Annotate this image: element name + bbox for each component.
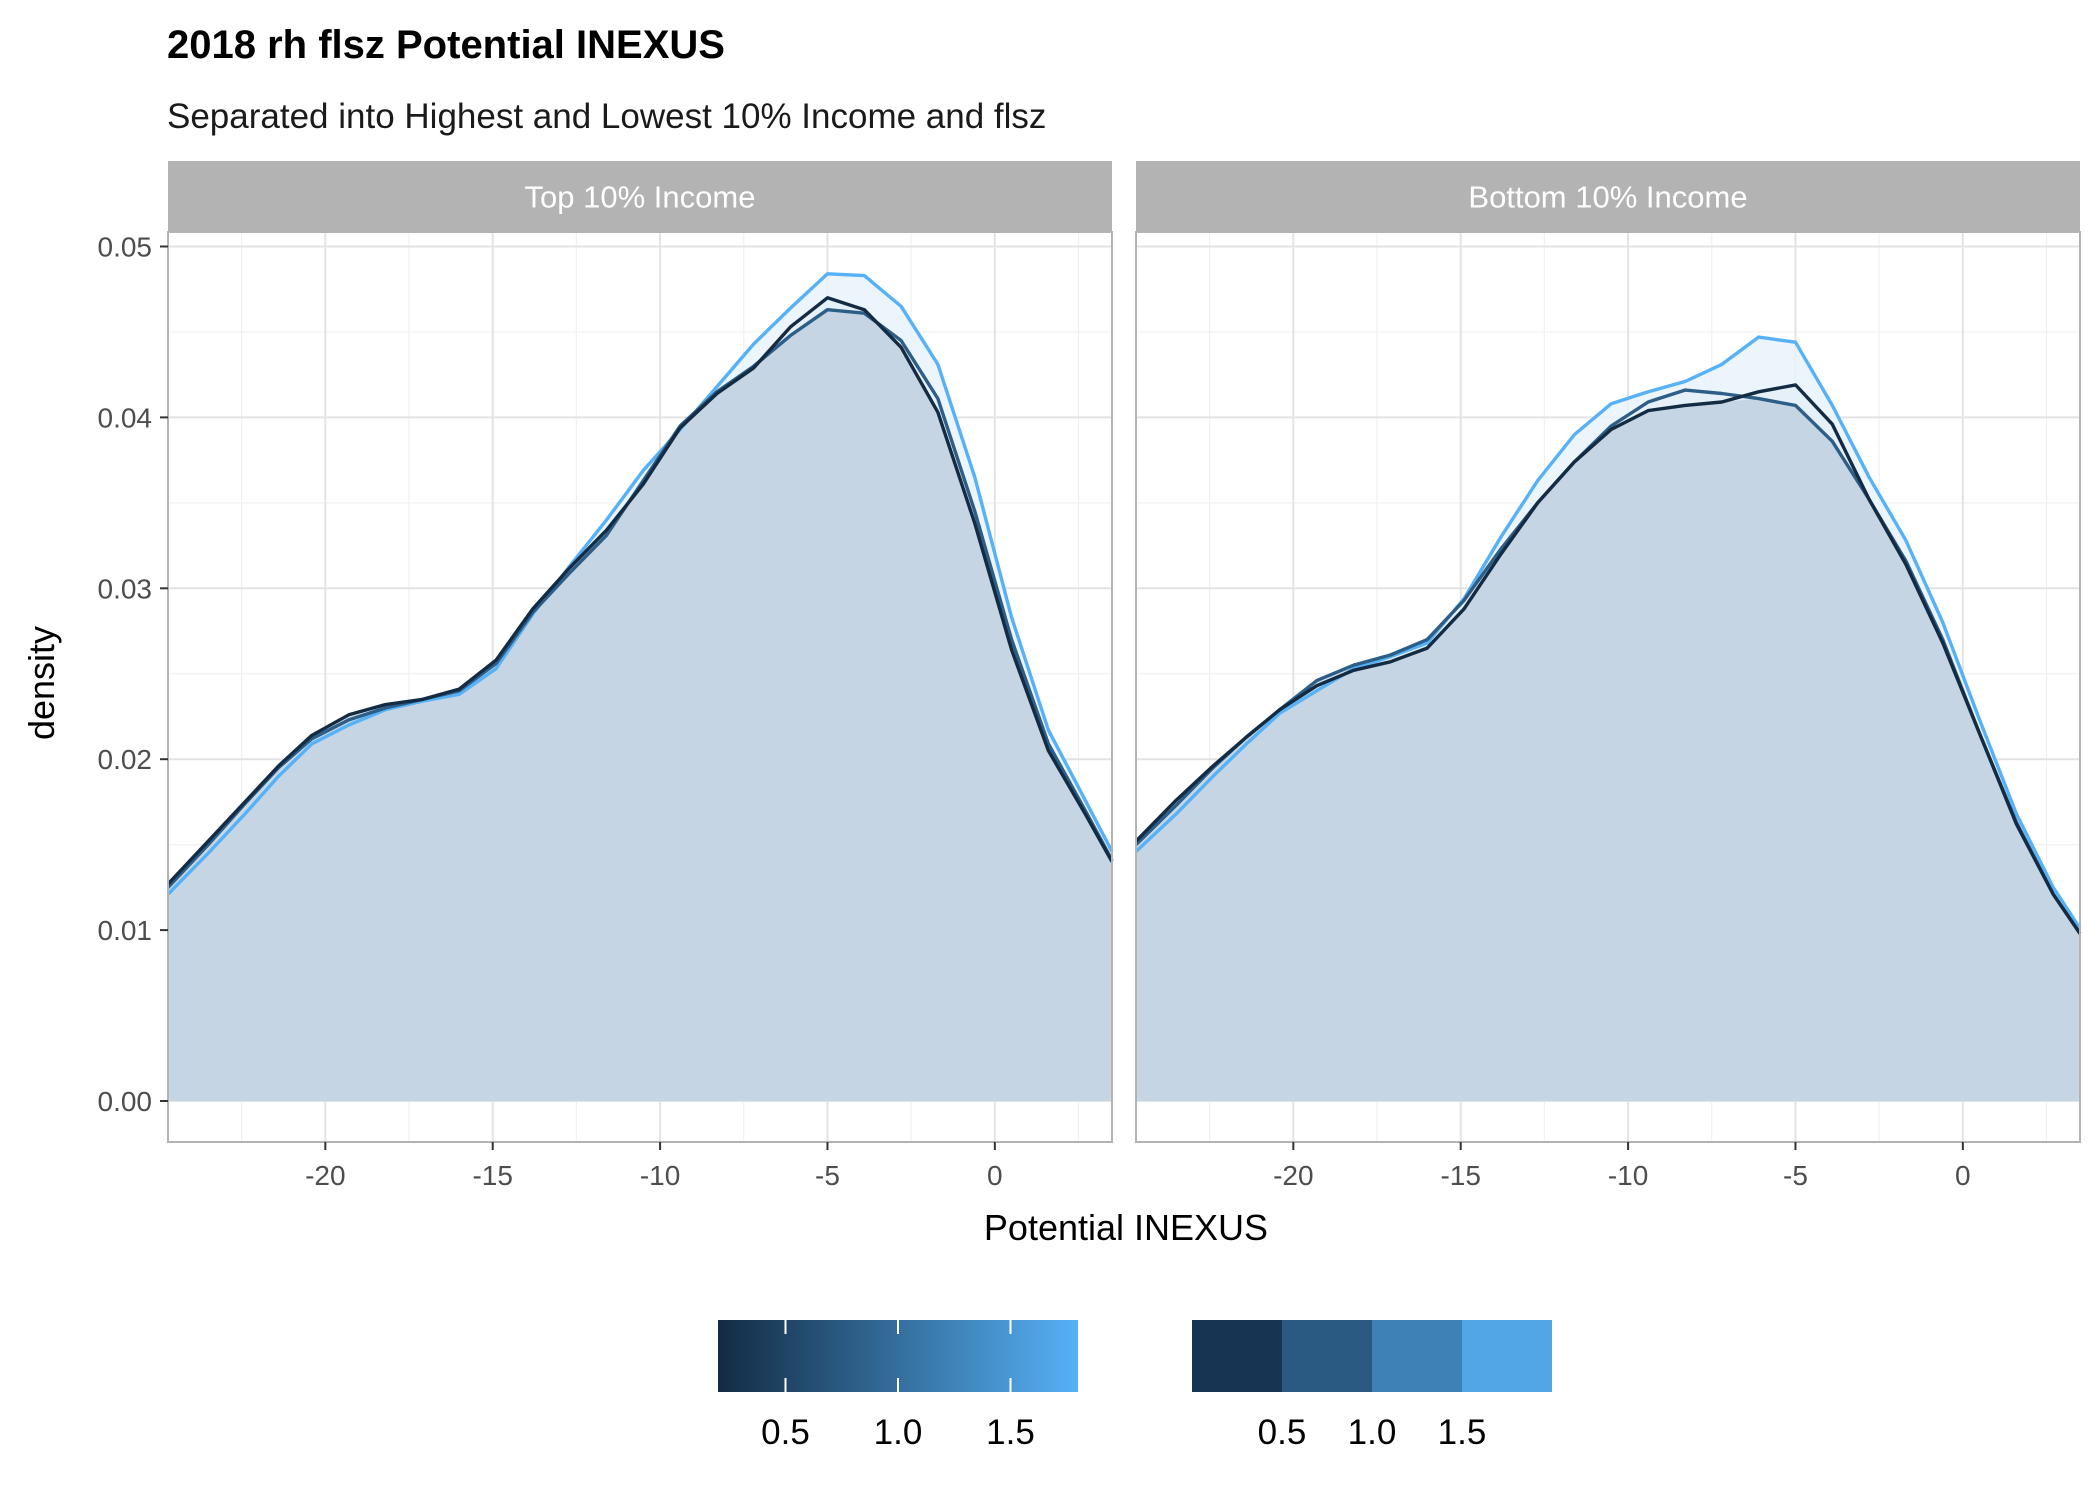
y-tick-label: 0.00 xyxy=(98,1086,153,1117)
density-line-series-3 xyxy=(166,272,1114,896)
legend-step-label: 0.5 xyxy=(1258,1413,1307,1452)
chart-subtitle: Separated into Highest and Lowest 10% In… xyxy=(167,97,1046,136)
x-tick-label: -10 xyxy=(1608,1160,1648,1191)
colorbar-label: 1.5 xyxy=(986,1413,1035,1452)
panel-border xyxy=(167,231,1113,1143)
legend-step-swatch xyxy=(1372,1320,1462,1392)
y-axis-title: density xyxy=(21,626,62,740)
density-area-overlap xyxy=(168,309,1112,1101)
density-line-series-2 xyxy=(166,308,1114,889)
y-tick-label: 0.05 xyxy=(98,232,153,263)
density-line-series-1 xyxy=(166,296,1114,886)
x-tick-label: -10 xyxy=(640,1160,680,1191)
colorbar-label: 1.0 xyxy=(874,1413,923,1452)
y-tick-label: 0.01 xyxy=(98,915,153,946)
facet-bottom-10-income: Bottom 10% Income -20 -15 -10 -5 0 xyxy=(1134,161,2082,1191)
y-tick-label: 0.04 xyxy=(98,402,153,433)
facet-top-10-income: Top 10% Income -20 -15 -10 -5 0 xyxy=(166,161,1114,1191)
facet-strip-label: Bottom 10% Income xyxy=(1468,180,1747,215)
legend-colorbar: 0.5 1.0 1.5 xyxy=(718,1320,1078,1452)
colorbar-label: 0.5 xyxy=(761,1413,810,1452)
density-line-series-1 xyxy=(1134,383,2082,935)
x-tick-label: -5 xyxy=(815,1160,840,1191)
x-tick-label: -5 xyxy=(1783,1160,1808,1191)
chart-title: 2018 rh flsz Potential INEXUS xyxy=(167,23,725,67)
legend-steps: 0.5 1.0 1.5 xyxy=(1192,1320,1552,1452)
x-tick-label: 0 xyxy=(987,1160,1003,1191)
legend-step-swatch xyxy=(1192,1320,1282,1392)
density-line-series-3 xyxy=(1134,335,2082,930)
x-tick-label: -20 xyxy=(1273,1160,1313,1191)
legend-step-swatch xyxy=(1462,1320,1552,1392)
facet-strip xyxy=(168,161,1112,232)
legend-step-swatch xyxy=(1282,1320,1372,1392)
x-tick-label: -15 xyxy=(472,1160,512,1191)
legend-step-label: 1.0 xyxy=(1348,1413,1397,1452)
y-tick-label: 0.02 xyxy=(98,744,153,775)
legend-step-label: 1.5 xyxy=(1438,1413,1487,1452)
x-tick-label: -20 xyxy=(305,1160,345,1191)
panel-border xyxy=(1135,231,2081,1143)
y-axis: 0.00 0.01 0.02 0.03 0.04 0.05 xyxy=(98,232,168,1117)
density-area-overlap xyxy=(1136,398,2080,1102)
x-axis-title: Potential INEXUS xyxy=(984,1207,1268,1248)
x-tick-label: 0 xyxy=(1955,1160,1971,1191)
y-tick-label: 0.03 xyxy=(98,573,153,604)
facet-strip-label: Top 10% Income xyxy=(525,180,756,215)
facet-strip xyxy=(1136,161,2080,232)
x-tick-label: -15 xyxy=(1440,1160,1480,1191)
